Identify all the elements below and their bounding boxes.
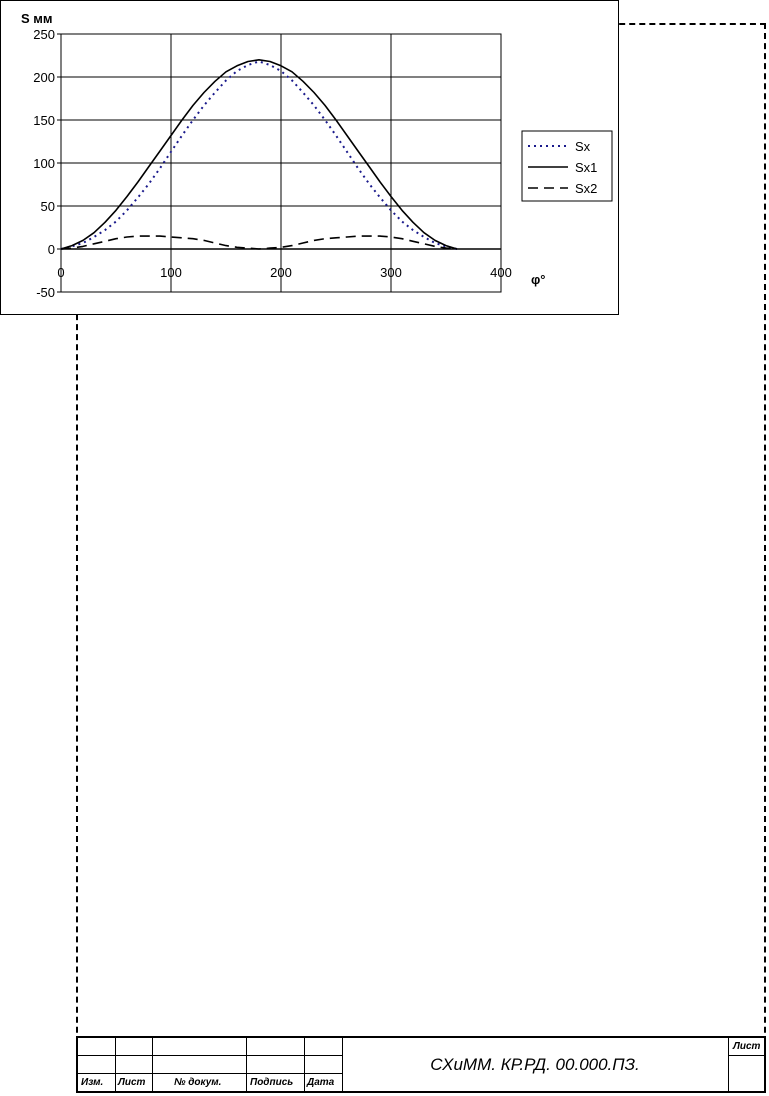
x-axis-label: φ° — [531, 272, 546, 287]
legend-label-sx2: Sx2 — [575, 181, 597, 196]
y-axis-label: S мм — [21, 11, 53, 26]
y-tick-label: 0 — [48, 242, 55, 257]
legend-label-sx: Sx — [575, 139, 591, 154]
col-docnum-label: № докум. — [174, 1077, 222, 1088]
y-tick-labels: 250 200 150 100 50 0 -50 — [33, 27, 55, 300]
legend-label-sx1: Sx1 — [575, 160, 597, 175]
col-list-label: Лист — [118, 1077, 146, 1088]
title-block: Изм. Лист № докум. Подпись Дата СХиММ. К… — [76, 1036, 766, 1093]
y-tick-label: 100 — [33, 156, 55, 171]
y-tick-label: -50 — [36, 285, 55, 300]
series-line-sx — [60, 60, 458, 250]
x-tick-label: 300 — [380, 265, 402, 280]
x-tick-label: 400 — [490, 265, 512, 280]
legend-box — [521, 130, 613, 202]
x-tick-labels: 0 100 200 300 400 — [57, 265, 511, 280]
document-code: СХиММ. КР.РД. 00.000.ПЗ. — [430, 1054, 640, 1074]
col-sign-label: Подпись — [250, 1077, 294, 1088]
series-line-sx2 — [60, 235, 458, 250]
col-izm-label: Изм. — [81, 1077, 104, 1088]
sheet-label: Лист — [733, 1041, 761, 1052]
x-tick-label: 0 — [57, 265, 64, 280]
col-date-label: Дата — [307, 1077, 335, 1088]
series-line-sx1 — [60, 58, 458, 250]
x-tick-label: 200 — [270, 265, 292, 280]
y-tick-label: 150 — [33, 113, 55, 128]
grid — [57, 33, 502, 293]
series-lines — [60, 58, 458, 250]
y-tick-label: 250 — [33, 27, 55, 42]
y-tick-label: 50 — [41, 199, 55, 214]
legend: Sx Sx1 Sx2 — [521, 130, 613, 202]
x-tick-label: 100 — [160, 265, 182, 280]
chart-panel: 0 100 200 300 400 250 200 150 100 50 0 -50 S мм φ°… — [0, 0, 619, 315]
y-tick-label: 200 — [33, 70, 55, 85]
